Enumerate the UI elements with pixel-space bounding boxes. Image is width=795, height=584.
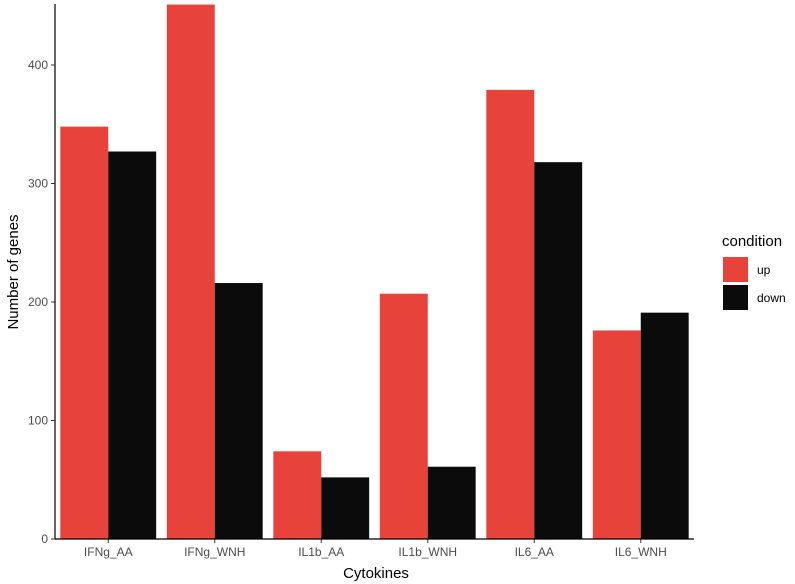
bar-IFNg_WNH-up bbox=[166, 4, 215, 539]
bar-IFNg_AA-up bbox=[60, 126, 109, 540]
x-axis-title: Cytokines bbox=[343, 565, 409, 582]
bar-IL1b_WNH-up bbox=[379, 293, 428, 539]
x-tick-label: IFNg_AA bbox=[84, 545, 133, 559]
legend-title: condition bbox=[722, 233, 782, 250]
bar-IL6_WNH-down bbox=[640, 312, 689, 539]
bar-IL1b_AA-up bbox=[273, 451, 322, 539]
x-tick-label: IFNg_WNH bbox=[184, 545, 245, 559]
y-axis-title: Number of genes bbox=[5, 214, 22, 329]
x-tick-label: IL1b_WNH bbox=[398, 545, 457, 559]
y-tick-label: 100 bbox=[28, 414, 48, 428]
y-tick-label: 300 bbox=[28, 177, 48, 191]
legend: condition up down bbox=[722, 233, 786, 310]
bar-IL6_AA-up bbox=[486, 89, 535, 539]
legend-label-up: up bbox=[757, 263, 771, 277]
y-tick-label: 0 bbox=[41, 532, 48, 546]
x-tick-label: IL6_AA bbox=[515, 545, 554, 559]
y-tick-label: 400 bbox=[28, 58, 48, 72]
legend-swatch-up bbox=[723, 257, 748, 282]
legend-label-down: down bbox=[757, 291, 786, 305]
y-tick-label: 200 bbox=[28, 295, 48, 309]
bar-IL1b_WNH-down bbox=[427, 466, 476, 539]
legend-swatch-down bbox=[723, 285, 748, 310]
bar-IFNg_WNH-down bbox=[214, 283, 263, 539]
axes: IFNg_AA IFNg_WNH IL1b_AA IL1b_WNH IL6_AA IL6_… bbox=[28, 4, 694, 559]
bar-IFNg_AA-down bbox=[108, 151, 157, 539]
x-tick-label: IL1b_AA bbox=[298, 545, 344, 559]
bars bbox=[60, 4, 689, 540]
bar-IL6_WNH-up bbox=[592, 330, 641, 539]
bar-IL6_AA-down bbox=[534, 162, 583, 540]
bar-IL1b_AA-down bbox=[321, 477, 370, 539]
x-tick-label: IL6_WNH bbox=[615, 545, 667, 559]
